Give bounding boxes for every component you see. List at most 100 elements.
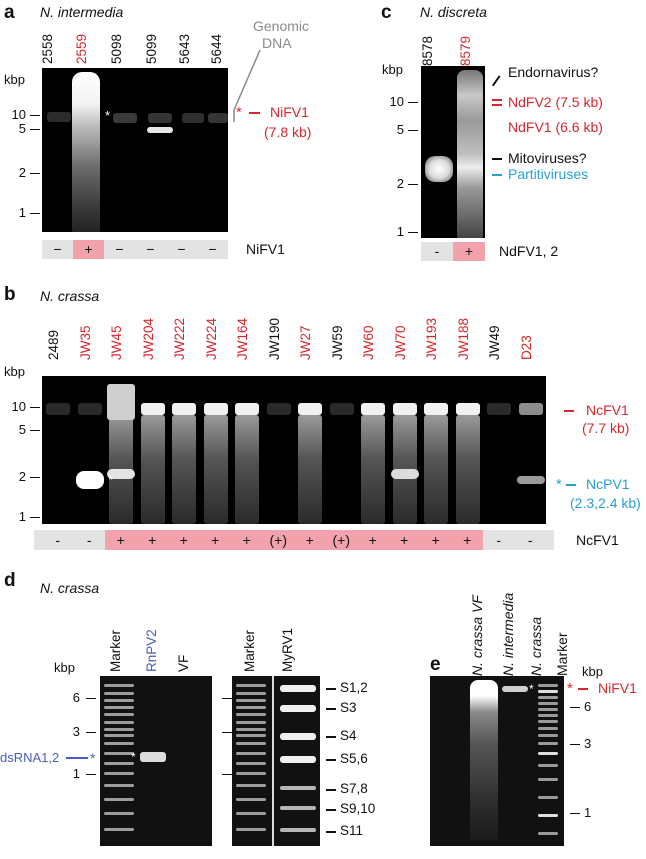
label-connector [326, 688, 336, 690]
gel-band [361, 403, 385, 415]
panel-a-species: N. intermedia [40, 4, 124, 20]
gel-band [424, 403, 448, 415]
genomic-dna-connector [233, 49, 261, 122]
label-connector [66, 757, 88, 759]
ladder-band [236, 812, 266, 815]
label-connector [492, 174, 502, 176]
status-cell: - [496, 532, 502, 548]
lane-label-2558: 2558 [40, 33, 55, 64]
ladder-band [538, 752, 558, 755]
lane-label: JW164 [235, 317, 250, 360]
gel-band [280, 685, 316, 692]
lane-label: JW204 [140, 317, 156, 360]
gel-band [208, 113, 228, 123]
panel-c-kbp-label: kbp [382, 62, 403, 77]
status-cell: - [55, 532, 61, 548]
segment-label: S9,10 [340, 801, 376, 816]
ladder-band [236, 713, 266, 716]
ladder-band [236, 772, 266, 775]
label-connector [326, 789, 336, 791]
tick-label: 10 [11, 399, 26, 414]
gel-band [516, 476, 545, 484]
status-cell: − [115, 241, 124, 257]
lane-label: JW27 [298, 325, 313, 360]
tick-mark [570, 813, 580, 815]
gel-band [280, 756, 316, 763]
tick-mark [30, 477, 40, 479]
status-cell: + [453, 242, 485, 261]
gel-smear [172, 415, 196, 524]
segment-label: S3 [340, 700, 357, 715]
ladder-band [236, 728, 266, 731]
lane-label: 2489 [46, 329, 61, 360]
asterisk: * [90, 750, 96, 766]
ladder-band [104, 692, 134, 695]
tick-label: 5 [18, 121, 26, 136]
tick-mark [30, 430, 40, 432]
ladder-band [538, 720, 558, 723]
ladder-band [104, 713, 134, 716]
tick-mark [408, 184, 418, 186]
lane-label: JW59 [329, 325, 345, 360]
gel-band [266, 403, 291, 415]
lane-label: JW45 [109, 325, 124, 360]
ladder-band [538, 814, 558, 817]
status-cell: − [53, 241, 62, 257]
ladder-band [538, 742, 558, 745]
gel-band [107, 469, 135, 479]
gel-band [470, 680, 498, 840]
tick-mark [408, 102, 418, 104]
gel-band [518, 403, 543, 415]
label-connector [326, 708, 336, 710]
tick-label: 10 [389, 94, 404, 109]
lane-label-5644: 5644 [209, 33, 224, 64]
nifv1-label-e: NiFV1 [598, 680, 637, 696]
asterisk: * [529, 682, 534, 696]
gel-band [140, 752, 166, 762]
label-connector [492, 158, 502, 160]
tick-mark [222, 774, 232, 776]
ndfv1-label: NdFV1 (6.6 kb) [508, 119, 603, 135]
tick-mark [30, 115, 40, 117]
status-cell: + [357, 530, 389, 550]
tick-label: 1 [18, 509, 26, 524]
ladder-band [538, 684, 558, 687]
ladder-band [104, 742, 134, 745]
endornavirus-label: Endornavirus? [508, 64, 599, 80]
gel-smear [424, 415, 448, 524]
ladder-band [236, 762, 266, 765]
tick-mark [222, 732, 232, 734]
ladder-band [104, 752, 134, 755]
gel-b: * [42, 376, 546, 524]
lane-label: JW70 [392, 325, 408, 360]
ladder-band [236, 692, 266, 695]
tick-mark [30, 129, 40, 131]
gel-band [235, 403, 259, 415]
label-connector [492, 99, 502, 101]
ladder-band [104, 812, 134, 815]
status-cell: − [146, 241, 155, 257]
label-connector [492, 104, 502, 106]
ladder-band [104, 784, 134, 787]
gel-band [77, 403, 102, 415]
lane-label-marker: Marker [108, 629, 123, 672]
status-cell: − [208, 241, 217, 257]
lane-label-ncrassa-vf: N. crassa VF [469, 595, 485, 676]
label-connector [326, 759, 336, 761]
tick-label: 5 [18, 422, 26, 437]
segment-label: S5,6 [340, 751, 368, 766]
panel-e-kbp-label: kbp [582, 664, 603, 679]
status-cell: − [177, 241, 186, 257]
status-cell: + [105, 530, 137, 550]
gel-band [147, 127, 173, 133]
gel-band [113, 113, 137, 123]
gel-band [390, 469, 419, 479]
asterisk: * [567, 680, 573, 697]
ncpv1-size: (2.3,2.4 kb) [570, 495, 641, 511]
gel-band [182, 113, 204, 123]
tick-label: 2 [396, 176, 404, 191]
tick-mark [86, 774, 96, 776]
ladder-band [236, 734, 266, 737]
gel-band [280, 733, 316, 740]
status-bar-a: − + − − − − [42, 240, 228, 259]
